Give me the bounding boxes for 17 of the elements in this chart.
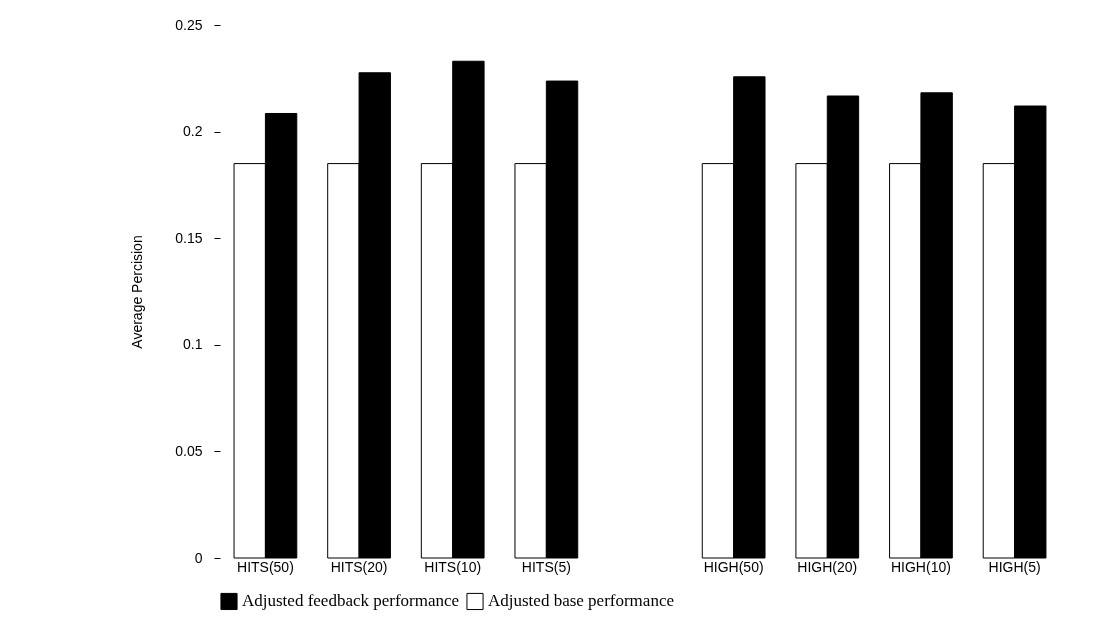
x-tick-label: HITS(10) <box>424 558 482 575</box>
y-tick-label: 0.1 <box>183 336 203 353</box>
y-tick-label: 0.2 <box>183 123 203 140</box>
y-tick-label: 0.25 <box>175 16 203 33</box>
x-tick-label: HITS(20) <box>330 558 388 575</box>
y-tick-label: 0 <box>194 549 203 566</box>
x-tick-label: HITS(50) <box>237 558 294 575</box>
legend-label: Adjusted feedback performance <box>242 591 460 611</box>
x-tick-label: HITS(5) <box>521 558 571 575</box>
x-tick-label: HIGH(10) <box>890 558 951 575</box>
x-tick-label: HIGH(20) <box>797 558 858 575</box>
y-axis-title: Average Percision <box>129 235 146 349</box>
y-tick-label: 0.15 <box>175 229 203 246</box>
y-tick-label: 0.05 <box>175 442 203 459</box>
x-tick-label: HIGH(5) <box>988 558 1041 575</box>
legend-label: Adjusted base performance <box>488 591 674 611</box>
x-tick-label: HIGH(50) <box>703 558 764 575</box>
